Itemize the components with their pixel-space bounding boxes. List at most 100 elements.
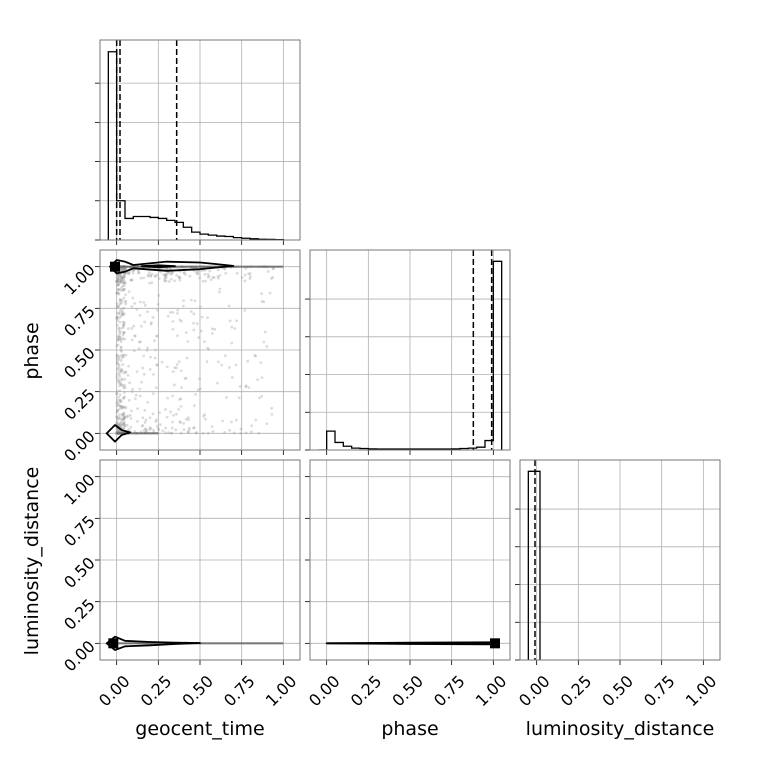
scatter-point xyxy=(130,327,134,330)
scatter-point xyxy=(116,319,120,322)
scatter-point xyxy=(132,269,136,272)
scatter-point xyxy=(123,337,126,341)
scatter-point xyxy=(118,407,122,411)
scatter-point xyxy=(122,391,126,394)
scatter-point xyxy=(233,327,237,330)
scatter-point xyxy=(155,418,158,422)
scatter-point xyxy=(164,407,167,411)
scatter-point xyxy=(122,279,126,283)
scatter-point xyxy=(152,372,155,376)
scatter-point xyxy=(116,366,120,370)
scatter-point xyxy=(195,271,198,274)
scatter-point xyxy=(115,389,119,393)
scatter-point xyxy=(208,269,212,273)
panel-luminosity-distance-vs-geocent-time xyxy=(95,459,301,665)
scatter-point xyxy=(149,321,153,325)
panel-border xyxy=(309,459,511,661)
scatter-point xyxy=(122,396,125,400)
scatter-point xyxy=(120,412,124,416)
scatter-point xyxy=(122,277,126,281)
scatter-point xyxy=(133,334,137,338)
scatter-point xyxy=(130,409,133,413)
scatter-point xyxy=(118,416,122,420)
scatter-point xyxy=(117,282,121,286)
scatter-point xyxy=(192,426,195,430)
scatter-point xyxy=(122,323,126,327)
scatter-point xyxy=(134,393,138,397)
scatter-point xyxy=(155,273,159,277)
scatter-point xyxy=(121,267,125,271)
scatter-point xyxy=(116,338,120,341)
scatter-point xyxy=(161,429,165,433)
scatter-point xyxy=(119,383,123,387)
scatter-point xyxy=(164,272,168,276)
scatter-point xyxy=(189,298,193,302)
scatter-point xyxy=(250,430,253,434)
scatter-point xyxy=(192,328,196,332)
scatter-point xyxy=(115,279,119,283)
scatter-point xyxy=(154,274,157,278)
scatter-point xyxy=(117,396,120,399)
scatter-point xyxy=(120,311,124,315)
scatter-point xyxy=(223,354,227,358)
scatter-point xyxy=(169,277,173,281)
scatter-point xyxy=(119,340,123,344)
scatter-point xyxy=(247,386,251,390)
scatter-point xyxy=(119,404,122,408)
pair-content xyxy=(105,259,284,443)
scatter-point xyxy=(146,346,149,350)
scatter-point xyxy=(146,400,150,404)
scatter-point xyxy=(192,321,195,325)
scatter-point xyxy=(165,271,169,275)
scatter-point xyxy=(172,383,176,387)
scatter-point xyxy=(204,279,208,283)
scatter-point xyxy=(118,380,122,384)
scatter-point xyxy=(187,416,190,420)
scatter-point xyxy=(122,331,125,335)
scatter-point xyxy=(254,354,258,358)
scatter-point xyxy=(121,333,125,337)
y-axis-label-luminosity-distance: luminosity_distance xyxy=(21,467,43,656)
scatter-point xyxy=(136,419,139,423)
scatter-point xyxy=(177,360,181,363)
scatter-point xyxy=(270,277,273,280)
scatter-point xyxy=(246,359,250,363)
scatter-point xyxy=(122,418,125,422)
contour-line xyxy=(105,635,201,651)
scatter-point xyxy=(210,332,214,335)
scatter-point xyxy=(178,276,182,280)
scatter-point xyxy=(201,279,205,283)
scatter-point xyxy=(151,316,155,319)
scatter-point xyxy=(122,274,126,277)
scatter-point xyxy=(179,397,183,401)
scatter-point xyxy=(155,424,159,428)
scatter-point xyxy=(131,296,135,300)
scatter-point xyxy=(117,327,121,331)
scatter-point xyxy=(271,267,275,271)
x-axis-label-phase: phase xyxy=(381,718,438,740)
scatter-point xyxy=(118,316,121,320)
scatter-point xyxy=(141,416,145,420)
scatter-point xyxy=(257,431,261,435)
scatter-point xyxy=(117,277,120,281)
scatter-point xyxy=(163,279,167,283)
scatter-point xyxy=(131,387,134,391)
contour-line xyxy=(109,259,235,275)
scatter-point xyxy=(120,368,124,371)
scatter-point xyxy=(115,323,119,327)
scatter-point xyxy=(237,396,241,400)
scatter-point xyxy=(136,271,140,275)
scatter-point xyxy=(239,431,243,435)
scatter-point xyxy=(118,398,122,402)
scatter-point xyxy=(149,274,153,277)
panel-luminosity-distance-histogram xyxy=(515,459,721,665)
scatter-point xyxy=(138,340,141,344)
scatter-point xyxy=(117,334,120,338)
scatter-point xyxy=(121,384,125,388)
scatter-point xyxy=(118,400,122,404)
scatter-point xyxy=(146,274,150,278)
scatter-point xyxy=(160,360,164,364)
panel-border xyxy=(99,39,301,241)
scatter-point xyxy=(119,289,123,292)
scatter-point xyxy=(232,431,236,435)
